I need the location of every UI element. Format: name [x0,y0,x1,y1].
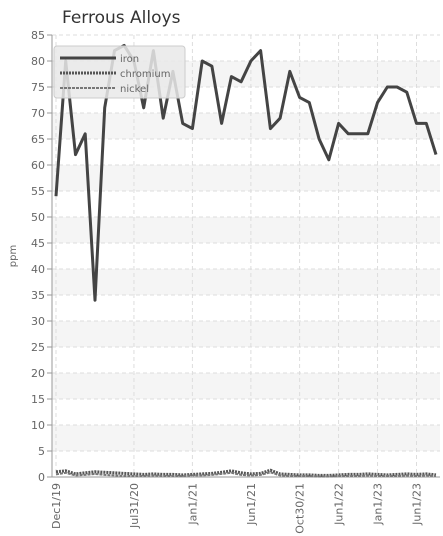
y-axis-ticks: 0 5 10 15 20 25 30 35 40 45 50 55 60 65 70 75 80 85 [31,29,52,484]
y-tick-label: 80 [31,55,45,68]
x-tick-label: Oct30/21 [294,483,307,534]
grid-lines [51,34,440,478]
x-tick-label: Jun1/22 [333,483,346,526]
x-tick-label: Jun1/21 [245,483,258,526]
x-tick-label: Dec1/19 [50,483,63,529]
y-tick-label: 75 [31,81,45,94]
y-tick-label: 45 [31,237,45,250]
y-tick-label: 30 [31,315,45,328]
y-tick-label: 40 [31,263,45,276]
grid-band [52,217,440,243]
y-tick-label: 55 [31,185,45,198]
y-tick-label: 5 [38,445,45,458]
series-line-nickel [55,471,437,478]
y-tick-label: 60 [31,159,45,172]
y-tick-label: 35 [31,289,45,302]
grid-band [52,269,440,295]
x-tick-label: Jan1/21 [186,483,199,526]
grid-band [52,165,440,191]
plot-area [52,35,440,477]
grid-band [52,321,440,347]
y-tick-label: 85 [31,29,45,42]
y-tick-label: 65 [31,133,45,146]
x-axis-ticks: Dec1/19 Jul31/20 Jan1/21 Jun1/21 Oct30/21 Jun… [50,483,424,534]
legend-label-nickel[interactable]: nickel [120,84,149,95]
y-tick-label: 15 [31,393,45,406]
y-tick-label: 0 [38,471,45,484]
x-tick-label: Jul31/20 [128,483,141,529]
chart-title: Ferrous Alloys [62,8,181,28]
y-tick-label: 50 [31,211,45,224]
y-tick-label: 70 [31,107,45,120]
grid-band [52,425,440,451]
series-line-chromium [55,468,437,477]
y-tick-label: 10 [31,419,45,432]
x-tick-label: Jan1/23 [372,483,385,526]
y-tick-label: 20 [31,367,45,380]
grid-band [52,373,440,399]
legend-label-iron[interactable]: iron [120,54,139,65]
grid-band [52,113,440,139]
legend[interactable]: iron chromium nickel [53,45,186,99]
y-axis-title: ppm [8,245,19,267]
y-tick-label: 25 [31,341,45,354]
x-tick-label: Jun1/23 [411,483,424,526]
legend-label-chromium[interactable]: chromium [120,69,170,80]
